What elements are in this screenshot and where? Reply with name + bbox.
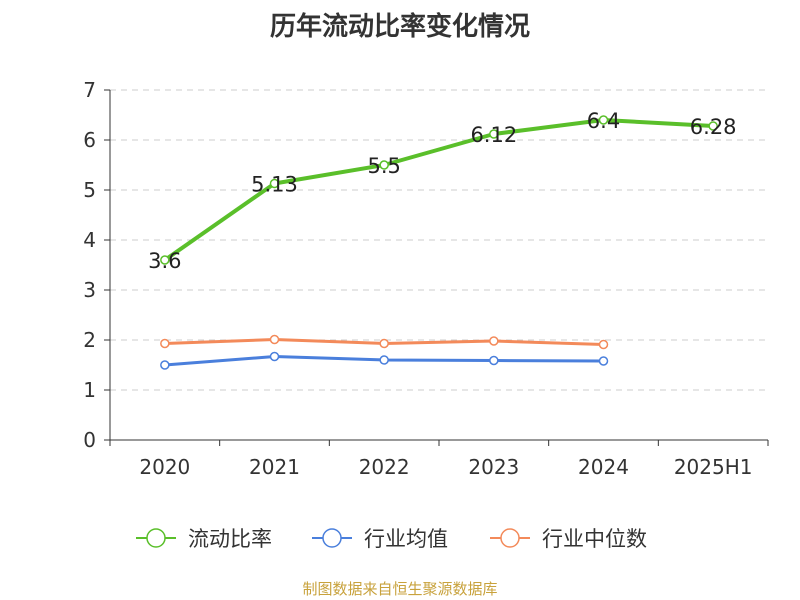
x-tick-label: 2022 [359, 455, 410, 479]
y-tick-label: 0 [83, 428, 96, 452]
data-point [598, 339, 609, 350]
data-point [160, 338, 170, 349]
data-point [269, 334, 280, 345]
data-point [379, 338, 389, 349]
legend-marker [322, 528, 342, 548]
y-tick-label: 4 [83, 228, 96, 252]
data-point [489, 129, 499, 139]
x-tick-label: 2025H1 [674, 455, 753, 479]
source-note: 制图数据来自恒生聚源数据库 [302, 580, 498, 598]
legend: 流动比率 行业均值 行业中位数 [136, 527, 647, 551]
chart-title: 历年流动比率变化情况 [269, 12, 530, 42]
x-tick-label: 2024 [578, 455, 629, 479]
data-label: 6.28 [690, 115, 737, 139]
data-point [708, 121, 718, 131]
legend-marker [500, 528, 520, 548]
data-point [269, 178, 280, 189]
legend-label: 行业均值 [364, 527, 448, 551]
series-lines [160, 115, 718, 370]
data-label: 5.5 [367, 154, 400, 178]
data-label: 6.12 [470, 123, 517, 147]
series-line-0 [163, 118, 714, 262]
y-tick-label: 2 [83, 328, 96, 352]
data-labels: 3.6 5.13 5.5 6.12 6.4 6.28 [148, 109, 736, 273]
data-point [269, 351, 280, 362]
data-label: 6.4 [587, 109, 620, 133]
legend-label: 行业中位数 [542, 527, 647, 551]
data-point [489, 355, 499, 366]
legend-marker [146, 528, 166, 548]
x-tick-label: 2021 [249, 455, 300, 479]
y-tick-label: 7 [83, 78, 96, 102]
data-label: 5.13 [251, 173, 298, 197]
legend-item: 流动比率 [136, 527, 272, 551]
data-point [160, 360, 170, 370]
y-tick-label: 1 [83, 378, 96, 402]
legend-label: 流动比率 [188, 527, 272, 551]
x-tick-label: 2020 [139, 455, 190, 479]
data-point [160, 255, 170, 265]
y-tick-label: 3 [83, 278, 96, 302]
data-point [489, 336, 499, 346]
data-label: 3.6 [148, 249, 181, 273]
x-tick-label: 2023 [468, 455, 519, 479]
y-tick-label: 5 [83, 178, 96, 202]
data-point [379, 160, 389, 170]
legend-item: 行业均值 [312, 527, 448, 551]
y-tick-label: 6 [83, 128, 96, 152]
grid-lines [110, 89, 768, 391]
data-point [598, 115, 609, 125]
data-point [598, 356, 609, 366]
legend-item: 行业中位数 [490, 527, 647, 551]
data-point [379, 355, 389, 365]
axes: 0 1 2 3 4 5 6 7 2020 2021 2022 2023 2024 2025H1 [83, 78, 769, 479]
